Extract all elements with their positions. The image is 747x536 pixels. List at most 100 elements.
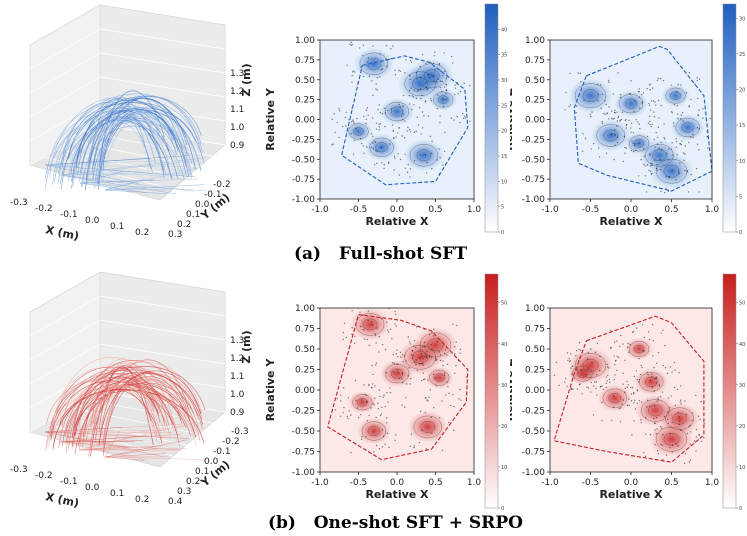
sample-point bbox=[671, 169, 673, 172]
x-tick-label: 0.0 bbox=[624, 205, 639, 215]
sample-point bbox=[624, 146, 626, 149]
sample-point bbox=[693, 440, 696, 442]
sample-point bbox=[622, 343, 624, 345]
sample-point bbox=[350, 414, 352, 416]
sample-point bbox=[620, 94, 622, 96]
sample-point bbox=[707, 147, 709, 149]
sample-point bbox=[445, 89, 448, 91]
sample-point bbox=[373, 300, 374, 301]
sample-point bbox=[647, 373, 649, 376]
sample-point bbox=[455, 341, 457, 343]
density-contour bbox=[670, 91, 681, 100]
sample-point bbox=[596, 83, 599, 85]
x-tick-label: 0.0 bbox=[390, 205, 405, 215]
sample-point bbox=[367, 65, 369, 67]
trajectory-base-line bbox=[79, 182, 173, 192]
sample-point bbox=[411, 108, 413, 111]
sample-point bbox=[389, 143, 391, 145]
sample-point bbox=[410, 87, 412, 89]
colorbar-tick-label: 35 bbox=[501, 53, 507, 59]
sample-point bbox=[649, 433, 652, 436]
sample-point bbox=[630, 400, 633, 402]
sample-point bbox=[399, 158, 402, 161]
sample-point bbox=[591, 361, 593, 364]
sample-point bbox=[649, 154, 651, 156]
sample-point bbox=[613, 355, 615, 357]
density-contour bbox=[369, 137, 394, 157]
sample-point bbox=[413, 131, 416, 133]
sample-point bbox=[383, 394, 385, 396]
heatmap-xy-a: 1.000.750.500.250.00-0.25-0.50-0.75-1.00… bbox=[264, 3, 507, 236]
y-tick-label: 0.50 bbox=[295, 76, 315, 86]
sample-point bbox=[453, 429, 455, 432]
sample-point bbox=[349, 43, 351, 45]
sample-point bbox=[608, 378, 611, 380]
sample-point bbox=[462, 112, 464, 115]
sample-point bbox=[374, 385, 376, 387]
sample-point bbox=[426, 161, 428, 164]
density-contour bbox=[412, 350, 429, 364]
sample-point bbox=[679, 118, 682, 120]
3d-plot-a: 0.91.01.11.21.3Z (m)-0.3-0.2-0.10.00.10.… bbox=[10, 4, 253, 243]
trajectory-base-line bbox=[104, 456, 145, 461]
y-tick-label: 0.00 bbox=[295, 116, 315, 126]
sample-point bbox=[405, 360, 407, 362]
sample-point bbox=[347, 417, 349, 420]
density-contour bbox=[624, 98, 638, 109]
sample-point bbox=[444, 70, 446, 73]
sample-point bbox=[443, 86, 446, 88]
sample-point bbox=[375, 88, 377, 90]
sample-point bbox=[392, 305, 393, 306]
sample-point bbox=[622, 383, 624, 385]
trajectory-line bbox=[99, 115, 160, 165]
sample-point bbox=[605, 152, 608, 154]
sample-point bbox=[441, 449, 444, 452]
sample-point bbox=[571, 373, 573, 375]
sample-point bbox=[399, 70, 402, 73]
sample-point bbox=[435, 359, 437, 362]
y-tick-label: 0.25 bbox=[295, 366, 315, 376]
sample-point bbox=[576, 388, 579, 390]
sample-point bbox=[387, 109, 389, 112]
sample-point bbox=[374, 397, 376, 399]
sample-point bbox=[605, 382, 608, 385]
x-tick-label: -0.5 bbox=[350, 205, 368, 215]
x-tick-label: 0.5 bbox=[664, 205, 678, 215]
sample-point bbox=[595, 381, 598, 383]
sample-point bbox=[681, 111, 684, 114]
y-axis-label: Relative Z bbox=[510, 88, 515, 151]
sample-point bbox=[673, 103, 676, 106]
sample-point bbox=[420, 97, 422, 100]
sample-point bbox=[689, 459, 692, 461]
sample-point bbox=[401, 372, 404, 375]
sample-point bbox=[583, 99, 585, 101]
sample-point bbox=[378, 448, 381, 450]
sample-point bbox=[442, 364, 444, 367]
sample-point bbox=[462, 117, 465, 119]
sample-point bbox=[444, 349, 447, 351]
sample-point bbox=[558, 384, 560, 387]
sample-point bbox=[654, 422, 656, 424]
x-tick-label: 0.5 bbox=[428, 478, 442, 488]
sample-point bbox=[397, 132, 399, 134]
sample-point bbox=[654, 159, 656, 161]
sample-point bbox=[367, 57, 370, 59]
sample-point bbox=[595, 387, 597, 390]
sample-point bbox=[405, 397, 407, 399]
sample-point bbox=[658, 385, 661, 387]
sample-point bbox=[362, 314, 364, 317]
sample-point bbox=[684, 400, 686, 402]
sample-point bbox=[436, 340, 439, 343]
density-contour bbox=[596, 124, 625, 147]
x-tick-label: 1.0 bbox=[467, 205, 482, 215]
sample-point bbox=[651, 87, 654, 89]
sample-point bbox=[415, 359, 417, 361]
sample-point bbox=[656, 428, 658, 430]
sample-point bbox=[654, 146, 656, 148]
y-axis-label: Relative Z bbox=[510, 359, 515, 422]
sample-point bbox=[677, 83, 679, 86]
sample-point bbox=[347, 397, 350, 399]
z-axis-label: Z (m) bbox=[240, 63, 253, 96]
sample-point bbox=[403, 355, 406, 357]
sample-point bbox=[653, 417, 655, 420]
